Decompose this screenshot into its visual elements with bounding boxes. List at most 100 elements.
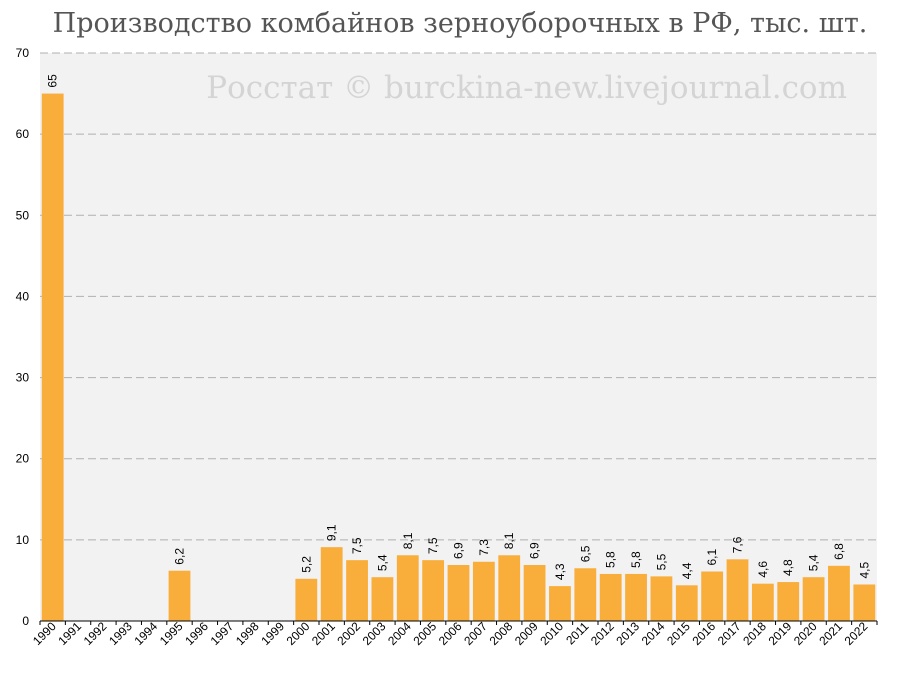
y-tick-label: 30 bbox=[16, 371, 30, 385]
y-tick-label: 40 bbox=[16, 289, 30, 303]
x-tick-label: 1992 bbox=[81, 619, 110, 648]
x-tick-label: 1999 bbox=[258, 619, 287, 648]
x-tick-label: 2001 bbox=[309, 619, 338, 648]
bar-2004 bbox=[396, 555, 419, 621]
data-label: 6,8 bbox=[832, 543, 846, 560]
data-label: 4,5 bbox=[857, 561, 871, 578]
data-label: 5,4 bbox=[375, 554, 389, 571]
x-tick-label: 2017 bbox=[715, 619, 744, 648]
data-label: 4,3 bbox=[553, 563, 567, 580]
data-label: 8,1 bbox=[502, 532, 516, 549]
bar-2015 bbox=[675, 585, 698, 621]
x-tick-label: 2003 bbox=[360, 619, 389, 648]
x-tick-label: 2004 bbox=[385, 619, 414, 648]
bar-2021 bbox=[828, 565, 850, 621]
x-tick-label: 2020 bbox=[791, 619, 820, 648]
data-label: 65 bbox=[46, 74, 60, 88]
bar-1995 bbox=[168, 570, 191, 621]
x-tick-label: 2012 bbox=[588, 619, 617, 648]
y-tick-label: 0 bbox=[22, 614, 29, 628]
x-axis-ticks: 1990199119921993199419951996199719981999… bbox=[30, 619, 878, 648]
bar-2019 bbox=[777, 582, 800, 621]
x-tick-label: 2010 bbox=[537, 619, 566, 648]
data-label: 7,5 bbox=[350, 537, 364, 554]
data-label: 4,8 bbox=[781, 559, 795, 576]
bar-2005 bbox=[422, 560, 445, 621]
x-tick-label: 2002 bbox=[334, 619, 363, 648]
x-tick-label: 1993 bbox=[106, 619, 135, 648]
bar-2022 bbox=[853, 584, 876, 621]
x-tick-label: 1991 bbox=[55, 619, 84, 648]
x-tick-label: 1995 bbox=[157, 619, 186, 648]
x-tick-label: 2005 bbox=[410, 619, 439, 648]
data-label: 7,6 bbox=[731, 536, 745, 553]
x-tick-label: 2011 bbox=[563, 619, 591, 647]
bar-2020 bbox=[802, 577, 825, 621]
x-tick-label: 1998 bbox=[233, 619, 262, 648]
chart-watermark: Росстат © burckina-new.livejournal.com bbox=[206, 70, 847, 106]
data-label: 5,4 bbox=[807, 554, 821, 571]
bar-2010 bbox=[549, 586, 571, 621]
data-label: 6,5 bbox=[578, 545, 592, 562]
bar-2016 bbox=[701, 571, 724, 621]
data-label: 6,2 bbox=[173, 548, 187, 565]
data-label: 6,9 bbox=[528, 542, 542, 559]
bars bbox=[41, 93, 876, 622]
data-label: 6,1 bbox=[705, 548, 719, 565]
y-tick-label: 20 bbox=[16, 452, 30, 466]
bar-2012 bbox=[599, 573, 622, 621]
data-label: 8,1 bbox=[401, 532, 415, 549]
x-tick-label: 2006 bbox=[436, 619, 465, 648]
data-label: 9,1 bbox=[325, 524, 339, 541]
data-label: 4,6 bbox=[756, 561, 770, 578]
y-tick-label: 60 bbox=[16, 127, 30, 141]
x-tick-label: 2007 bbox=[461, 619, 490, 648]
gridlines bbox=[40, 52, 877, 541]
y-tick-label: 50 bbox=[16, 208, 30, 222]
x-tick-label: 2016 bbox=[689, 619, 718, 648]
x-tick-label: 1996 bbox=[182, 619, 211, 648]
data-label: 5,8 bbox=[604, 551, 618, 568]
bar-2008 bbox=[498, 555, 521, 621]
bar-2001 bbox=[320, 547, 343, 621]
data-label: 5,2 bbox=[299, 556, 313, 573]
x-tick-label: 2019 bbox=[766, 619, 795, 648]
bar-2007 bbox=[472, 561, 495, 621]
x-tick-label: 1997 bbox=[208, 619, 237, 648]
bar-2006 bbox=[447, 565, 470, 621]
x-tick-label: 2018 bbox=[740, 619, 769, 648]
x-tick-label: 2013 bbox=[613, 619, 642, 648]
data-label: 7,5 bbox=[426, 537, 440, 554]
x-tick-label: 2009 bbox=[512, 619, 541, 648]
data-label: 5,5 bbox=[654, 553, 668, 570]
bar-2000 bbox=[295, 578, 318, 621]
bar-2017 bbox=[726, 559, 749, 621]
bar-1990 bbox=[41, 93, 64, 622]
bar-2009 bbox=[523, 565, 546, 621]
bar-2018 bbox=[751, 583, 774, 621]
x-tick-label: 2015 bbox=[664, 619, 693, 648]
y-axis-ticks: 0 10 20 30 40 50 60 70 bbox=[16, 46, 30, 628]
bar-2011 bbox=[574, 568, 597, 621]
y-tick-label: 70 bbox=[16, 46, 30, 60]
x-tick-label: 2000 bbox=[284, 619, 313, 648]
data-label: 6,9 bbox=[452, 542, 466, 559]
data-labels: 65 6,2 5,2 9,1 7,5 5,4 8,1 7,5 6,9 7,3 8,1 6,9 4,3 6,… bbox=[46, 74, 872, 580]
data-label: 5,8 bbox=[629, 551, 643, 568]
bar-2013 bbox=[625, 573, 647, 621]
data-label: 7,3 bbox=[477, 539, 491, 556]
x-tick-label: 2021 bbox=[816, 619, 845, 648]
x-tick-label: 1994 bbox=[131, 619, 160, 648]
bar-2002 bbox=[346, 560, 368, 621]
x-tick-label: 2008 bbox=[487, 619, 516, 648]
bar-2014 bbox=[650, 576, 673, 621]
plot-area bbox=[40, 53, 877, 621]
bar-2003 bbox=[371, 577, 394, 621]
data-label: 4,4 bbox=[680, 562, 694, 579]
x-tick-label: 2022 bbox=[842, 619, 871, 648]
x-tick-label: 2014 bbox=[639, 619, 668, 648]
x-tick-label: 1990 bbox=[30, 619, 59, 648]
y-tick-label: 10 bbox=[16, 533, 30, 547]
